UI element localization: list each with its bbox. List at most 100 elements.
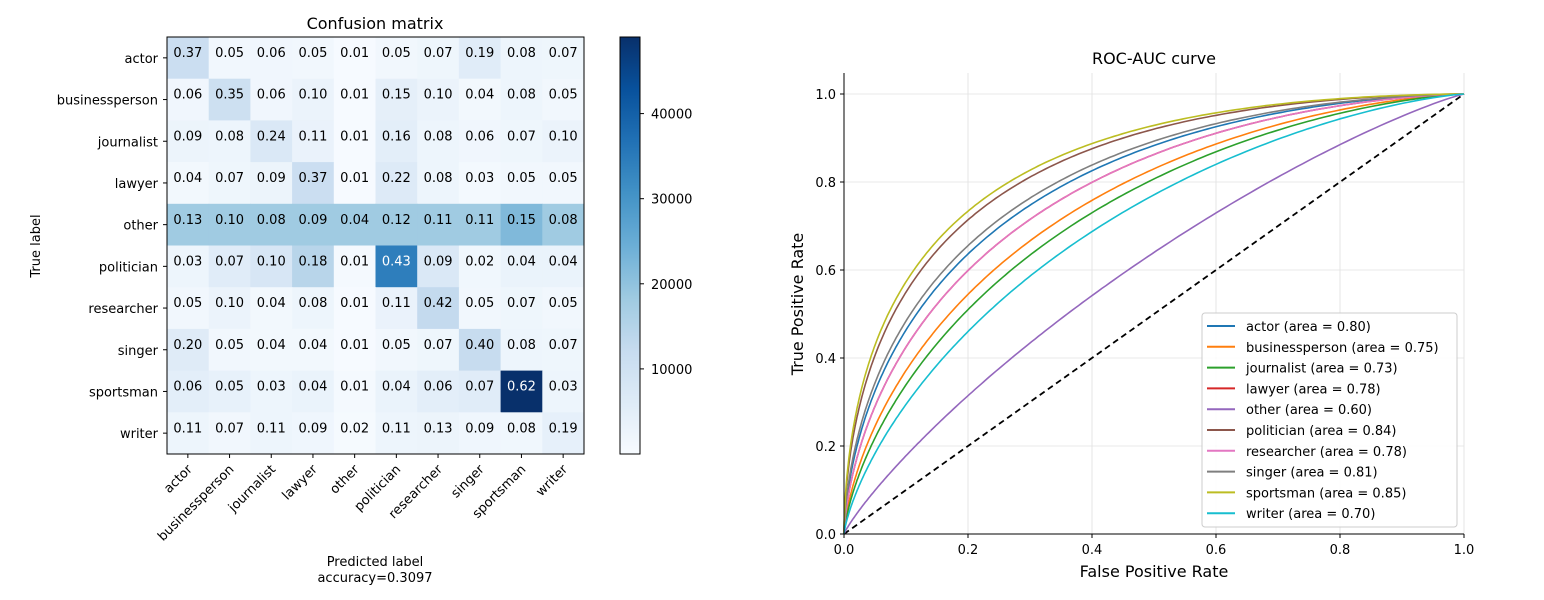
- roc-y-tick-label: 0.2: [815, 440, 836, 455]
- cm-cell-value: 0.05: [298, 46, 327, 61]
- cm-x-tick-label: actor: [161, 462, 196, 497]
- cm-x-tick-label: businessperson: [155, 462, 237, 544]
- cm-y-tick-label: singer: [118, 344, 159, 359]
- cm-x-tick-label: other: [327, 462, 363, 498]
- roc-x-tick-label: 0.2: [958, 543, 979, 558]
- cm-cell: [417, 287, 460, 330]
- roc-y-tick-label: 0.0: [815, 528, 836, 543]
- cm-cell: [333, 328, 376, 372]
- cm-cell: [375, 370, 418, 413]
- cm-cell: [250, 370, 293, 413]
- cm-cell-value: 0.09: [298, 421, 327, 436]
- roc-curve: [843, 93, 1465, 534]
- cm-cell-value: 0.05: [465, 296, 494, 311]
- roc-curve: [843, 93, 1465, 534]
- cm-cell: [417, 162, 460, 205]
- cm-cell-value: 0.18: [298, 255, 327, 270]
- cm-cell: [375, 328, 418, 372]
- cm-cell-value: 0.40: [465, 338, 494, 353]
- cm-y-tick-label: researcher: [88, 302, 158, 317]
- cm-cell-value: 0.43: [382, 255, 411, 270]
- cm-cell-value: 0.01: [340, 88, 369, 103]
- cm-y-tick-label: sportsman: [89, 385, 158, 400]
- cm-cell-value: 0.19: [549, 421, 578, 436]
- cm-cell-value: 0.07: [215, 171, 244, 186]
- cm-x-tick-label: lawyer: [280, 462, 322, 504]
- cm-cell-value: 0.01: [340, 296, 369, 311]
- cm-cell-value: 0.07: [424, 338, 453, 353]
- cm-cell: [333, 245, 376, 288]
- cm-cell-value: 0.08: [424, 129, 453, 144]
- cm-cell-value: 0.08: [257, 213, 286, 228]
- cm-cell-value: 0.10: [549, 129, 578, 144]
- cm-cell-value: 0.11: [382, 296, 411, 311]
- cm-cell-value: 0.02: [465, 255, 494, 270]
- cm-cell: [458, 370, 502, 413]
- roc-curves: [843, 93, 1465, 535]
- cm-cell: [500, 245, 543, 288]
- cm-cell-value: 0.05: [382, 46, 411, 61]
- cm-cell-value: 0.03: [173, 255, 202, 270]
- cm-cell: [500, 287, 543, 330]
- cm-cell: [375, 78, 418, 121]
- cm-cell-value: 0.10: [298, 88, 327, 103]
- colorbar-ticks: 10000 20000 30000 40000: [640, 108, 692, 378]
- cm-cell: [292, 162, 335, 205]
- cm-cell: [458, 37, 502, 80]
- roc-legend-box: [1201, 312, 1458, 528]
- cm-cell-value: 0.06: [424, 380, 453, 395]
- cm-y-tick-label: businessperson: [57, 94, 158, 109]
- cm-cell: [167, 37, 210, 80]
- roc-curve: [843, 93, 1464, 534]
- cm-cell: [417, 37, 460, 80]
- cm-cell: [292, 245, 335, 288]
- roc-curve: [843, 93, 1465, 534]
- cm-cell-value: 0.08: [507, 338, 536, 353]
- cm-cell-value: 0.06: [257, 46, 286, 61]
- cm-cell: [333, 37, 376, 80]
- cm-cell: [167, 328, 210, 372]
- cm-cell-value: 0.11: [382, 421, 411, 436]
- cm-cell-value: 0.06: [173, 88, 202, 103]
- roc-title: ROC-AUC curve: [1092, 49, 1216, 68]
- cm-cell: [417, 78, 460, 121]
- cm-cell: [208, 162, 251, 205]
- cm-cell-value: 0.11: [257, 421, 286, 436]
- cm-cell: [250, 78, 293, 121]
- cm-cell-value: 0.05: [215, 380, 244, 395]
- roc-x-tick-label: 1.0: [1454, 543, 1475, 558]
- roc-y-tick-label: 0.6: [815, 264, 836, 279]
- cm-cell: [458, 245, 502, 288]
- cm-cell: [542, 203, 585, 246]
- cm-cell: [208, 245, 251, 288]
- cm-cell-value: 0.04: [340, 213, 369, 228]
- roc-y-ticks: 0.0 0.2 0.4 0.6 0.8 1.0: [815, 88, 844, 543]
- colorbar-tick-label: 20000: [651, 278, 692, 293]
- cm-cell: [375, 162, 418, 205]
- cm-y-tick-label: actor: [124, 52, 158, 67]
- colorbar-tick-label: 10000: [651, 363, 692, 378]
- cm-cell-value: 0.09: [173, 129, 202, 144]
- cm-cell: [500, 162, 543, 205]
- cm-cell-value: 0.01: [340, 171, 369, 186]
- cm-cell-value: 0.10: [257, 255, 286, 270]
- cm-cell: [458, 328, 502, 372]
- cm-cell-value: 0.11: [424, 213, 453, 228]
- cm-cell: [292, 287, 335, 330]
- cm-cell-value: 0.42: [424, 296, 453, 311]
- colorbar-gradient: [619, 36, 641, 455]
- cm-cell-value: 0.08: [549, 213, 578, 228]
- cm-cell-value: 0.04: [173, 171, 202, 186]
- cm-cell-value: 0.07: [215, 421, 244, 436]
- cm-cell: [292, 78, 335, 121]
- roc-legend-label: politician (area = 0.84): [1246, 424, 1396, 439]
- cm-cell: [167, 370, 210, 413]
- cm-cell: [333, 78, 376, 121]
- cm-cell-value: 0.07: [507, 296, 536, 311]
- cm-cell-value: 0.05: [549, 171, 578, 186]
- cm-cell: [500, 328, 543, 372]
- cm-cell-value: 0.08: [298, 296, 327, 311]
- roc-curve: [843, 93, 1465, 535]
- cm-cell: [458, 78, 502, 121]
